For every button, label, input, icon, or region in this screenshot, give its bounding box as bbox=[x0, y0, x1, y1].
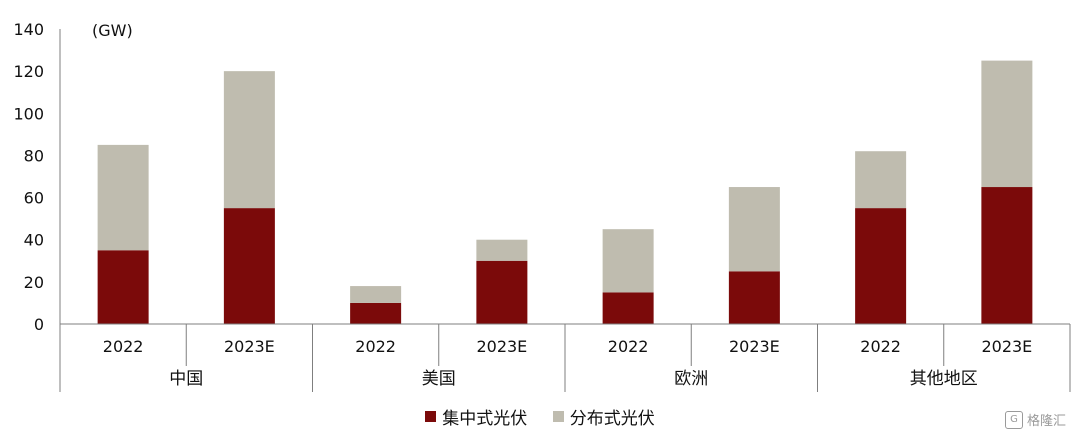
bars bbox=[97, 60, 1033, 324]
legend-item-series-2: 分布式光伏 bbox=[552, 404, 655, 429]
bar-segment-centralized bbox=[476, 260, 528, 324]
x-tick-label: 2023E bbox=[729, 337, 780, 356]
group-label: 美国 bbox=[422, 369, 456, 389]
bar-segment-centralized bbox=[602, 292, 654, 324]
x-tick-label: 2022 bbox=[860, 337, 901, 356]
legend: 集中式光伏 分布式光伏 bbox=[0, 404, 1080, 429]
x-tick-label: 2022 bbox=[103, 337, 144, 356]
group-label: 欧洲 bbox=[674, 369, 708, 389]
legend-swatch bbox=[425, 411, 437, 422]
watermark-text: 格隆汇 bbox=[1026, 414, 1066, 429]
x-tick-label: 2023E bbox=[476, 337, 527, 356]
unit-label: (GW) bbox=[92, 21, 133, 40]
legend-swatch bbox=[552, 411, 564, 422]
bar-segment-distributed bbox=[981, 60, 1033, 188]
y-tick-label: 80 bbox=[24, 146, 44, 165]
bar-segment-distributed bbox=[223, 71, 275, 209]
watermark: G 格隆汇 bbox=[1004, 410, 1066, 429]
y-tick-label: 140 bbox=[13, 20, 44, 39]
group-label: 其他地区 bbox=[910, 369, 978, 389]
bar-segment-centralized bbox=[97, 250, 149, 324]
bar-segment-distributed bbox=[855, 151, 907, 209]
legend-label: 分布式光伏 bbox=[569, 409, 655, 429]
y-tick-label: 120 bbox=[13, 62, 44, 81]
y-axis: 0 20 40 60 80 100 120 140 bbox=[13, 20, 61, 334]
group-label: 中国 bbox=[169, 369, 203, 389]
bar-segment-distributed bbox=[728, 187, 780, 272]
legend-label: 集中式光伏 bbox=[442, 409, 528, 429]
y-tick-label: 60 bbox=[24, 189, 44, 208]
x-tick-label: 2022 bbox=[355, 337, 396, 356]
x-tick-label: 2022 bbox=[608, 337, 649, 356]
bar-segment-distributed bbox=[97, 144, 149, 251]
bar-segment-centralized bbox=[223, 208, 275, 324]
watermark-logo-icon: G bbox=[1004, 410, 1023, 429]
x-tick-label: 2023E bbox=[224, 337, 275, 356]
y-tick-label: 40 bbox=[24, 231, 44, 250]
legend-item-series-1: 集中式光伏 bbox=[425, 404, 527, 429]
x-axis: 2022 2023E 2022 2023E 2022 2023E 2022 2023E 中国 美国… bbox=[59, 323, 1071, 392]
x-tick-label: 2023E bbox=[981, 337, 1032, 356]
y-tick-label: 100 bbox=[13, 104, 44, 123]
bar-segment-centralized bbox=[350, 302, 402, 324]
bar-segment-centralized bbox=[981, 187, 1033, 324]
bar-segment-distributed bbox=[602, 229, 654, 293]
y-tick-label: 20 bbox=[24, 273, 44, 292]
bar-segment-distributed bbox=[350, 286, 402, 303]
bar-segment-centralized bbox=[855, 208, 907, 324]
y-tick-label: 0 bbox=[34, 315, 44, 334]
bar-segment-distributed bbox=[476, 239, 528, 261]
bar-segment-centralized bbox=[728, 271, 780, 324]
